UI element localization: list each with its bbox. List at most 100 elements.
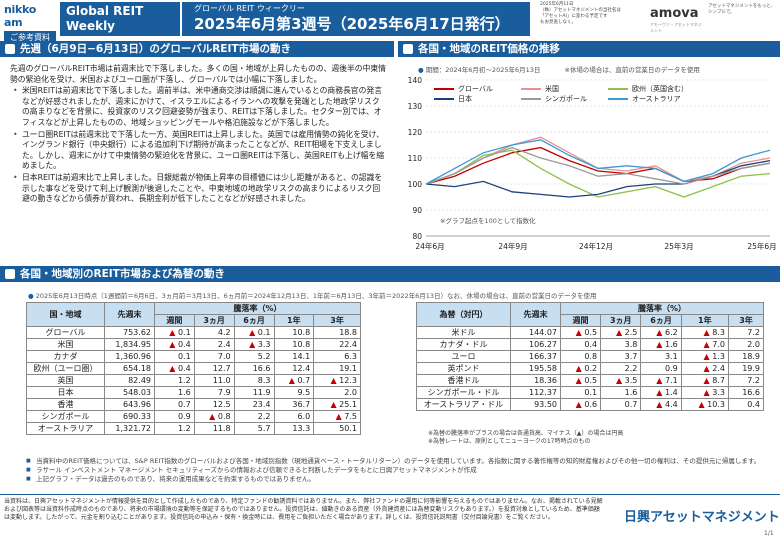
series-title-line2: Weekly [66, 19, 116, 33]
table-subheader: 週間 [154, 314, 195, 327]
row-label: カナダ・ドル [416, 338, 511, 351]
table-cell: 19.9 [727, 362, 765, 375]
table-subheader: 6ヵ月 [640, 314, 682, 327]
legend-item: シンガポール [521, 95, 587, 104]
header-meta: 2025年6月11日 （株）アセットマネジメントの当社名は 「アセットAI」に変… [540, 2, 644, 26]
triangle-icon: ▲ [575, 364, 582, 373]
table-cell: 2.2 [233, 410, 275, 423]
row-label: シンガポール・ドル [416, 386, 511, 399]
table-cell: 0.8 [559, 350, 602, 363]
triangle-icon: ▲ [615, 376, 623, 385]
footer-logo: 日興アセットマネジメント [624, 510, 780, 525]
legend-item: グローバル [434, 85, 493, 94]
table-cell: 3.8 [600, 338, 642, 351]
building-icon [5, 44, 15, 54]
triangle-icon: ▲ [169, 364, 176, 373]
table-date-note: ● 2025年6月13日時点（1週間前＝6月6日、3ヵ月前＝3月13日、6ヵ月前… [28, 290, 768, 300]
table-header: 騰落率（%） [154, 302, 361, 315]
section-header-price-trend: 各国・地域のREIT価格の推移 [398, 41, 780, 57]
fx-note-line: ※為替の騰落率がプラスの場合は各通貨高、マイナス（▲）の場合は円高 [428, 430, 624, 437]
table-cell: ▲ 7.5 [313, 410, 361, 423]
triangle-icon: ▲ [656, 340, 663, 349]
table-subheader: 1年 [680, 314, 729, 327]
table-cell: 643.96 [104, 398, 155, 411]
legend-label: グローバル [458, 85, 493, 93]
header-meta-line: 2025年6月11日 [540, 2, 574, 7]
table-cell: 5.2 [233, 350, 275, 363]
table-cell: 12.5 [193, 398, 235, 411]
table-cell: 0.4 [559, 338, 602, 351]
chart-svg: 80 90 100 110 120 130 140 24年6月 24年9月 24年12月 25年3月… [408, 76, 777, 251]
amova-logo: amova アモーヴァ・アセットマネジメント [650, 6, 704, 34]
triangle-icon: ▲ [703, 376, 710, 385]
legend-item: 米国 [521, 85, 559, 94]
table-cell: ▲ 6.2 [640, 326, 682, 339]
table-cell: 0.7 [600, 398, 642, 411]
legend-swatch [521, 97, 541, 101]
table-subheader: 3年 [313, 314, 361, 327]
footer-divider [0, 494, 780, 495]
table-cell: 93.50 [510, 398, 561, 411]
commentary-bullet: ユーロ圏REITは前週末比で下落した一方、英国REITは上昇しました。英国では雇… [13, 130, 386, 172]
section-title: 各国・地域別のREIT市場および為替の動き [20, 268, 225, 280]
table-cell: 23.4 [233, 398, 275, 411]
reference-badge: ご参考資料 [4, 31, 56, 44]
table-cell: ▲ 3.3 [233, 338, 275, 351]
x-tick-label: 24年6月 [415, 241, 444, 251]
table-cell: ▲ 25.1 [313, 398, 361, 411]
series-line [425, 149, 771, 198]
logo-text: nikko am [4, 3, 36, 29]
triangle-icon: ▲ [703, 352, 710, 361]
x-tick-label: 25年3月 [664, 241, 693, 251]
holiday-note: ※休場の場合は、直前の営業日のデータを使用 [564, 66, 700, 74]
table-cell: ▲ 2.5 [600, 326, 642, 339]
chart-period: ● 期間：2024年6月初〜2025年6月13日 ※休場の場合は、直前の営業日の… [418, 64, 700, 74]
legend-swatch [434, 97, 454, 101]
legend-label: 米国 [545, 85, 559, 93]
series-line [425, 146, 771, 185]
table-cell: 11.9 [233, 386, 275, 399]
triangle-icon: ▲ [656, 388, 663, 397]
table-row: 英ポンド 195.58 ▲ 0.2 2.2 0.9 ▲ 2.4 19.9 [416, 362, 765, 375]
triangle-icon: ▲ [288, 376, 295, 385]
table-header: 為替（対円） [416, 302, 511, 327]
table-cell: ▲ 1.4 [640, 386, 682, 399]
legend-item: 欧州（英国含む） [608, 85, 688, 94]
table-cell: ▲ 1.6 [640, 338, 682, 351]
table-cell: ▲ 0.5 [559, 326, 602, 339]
table-row: ユーロ 166.37 0.8 3.7 3.1 ▲ 1.3 18.9 [416, 350, 765, 363]
amova-logo-sub: アモーヴァ・アセットマネジメント [650, 22, 702, 33]
table-cell: 3.1 [640, 350, 682, 363]
triangle-icon: ▲ [656, 328, 663, 337]
triangle-icon: ▲ [575, 328, 582, 337]
table-header: 国・地域 [26, 302, 105, 327]
row-label: 米ドル [416, 326, 511, 339]
table-cell: 1,321.72 [104, 422, 155, 435]
legend-label: 欧州（英国含む） [632, 85, 688, 93]
series-line [425, 146, 771, 185]
table-cell: ▲ 12.3 [313, 374, 361, 387]
triangle-icon: ▲ [169, 328, 176, 337]
table-row: シンガポール・ドル 112.37 0.1 1.6 ▲ 1.4 ▲ 3.3 16.6 [416, 386, 765, 399]
triangle-icon: ▲ [169, 340, 176, 349]
table-cell: 0.4 [727, 398, 765, 411]
y-tick-label: 90 [412, 206, 422, 215]
table-cell: 10.8 [273, 338, 315, 351]
table-cell: 16.6 [233, 362, 275, 375]
legend-swatch [434, 87, 454, 91]
triangle-icon: ▲ [656, 400, 663, 409]
table-cell: 22.4 [313, 338, 361, 351]
table-cell: ▲ 3.3 [680, 386, 729, 399]
table-cell: 9.5 [273, 386, 315, 399]
table-cell: 195.58 [510, 362, 561, 375]
triangle-icon: ▲ [575, 400, 582, 409]
table-cell: 7.9 [193, 386, 235, 399]
table-cell: 19.1 [313, 362, 361, 375]
row-label: オーストラリア [26, 422, 105, 435]
table-cell: 0.9 [640, 362, 682, 375]
legend-item: オーストラリア [608, 95, 681, 104]
table-cell: ▲ 0.6 [559, 398, 602, 411]
legend-swatch [608, 97, 628, 101]
building-icon [403, 44, 413, 54]
table-row: オーストラリア 1,321.72 1.2 11.8 5.7 13.3 50.1 [26, 422, 361, 435]
